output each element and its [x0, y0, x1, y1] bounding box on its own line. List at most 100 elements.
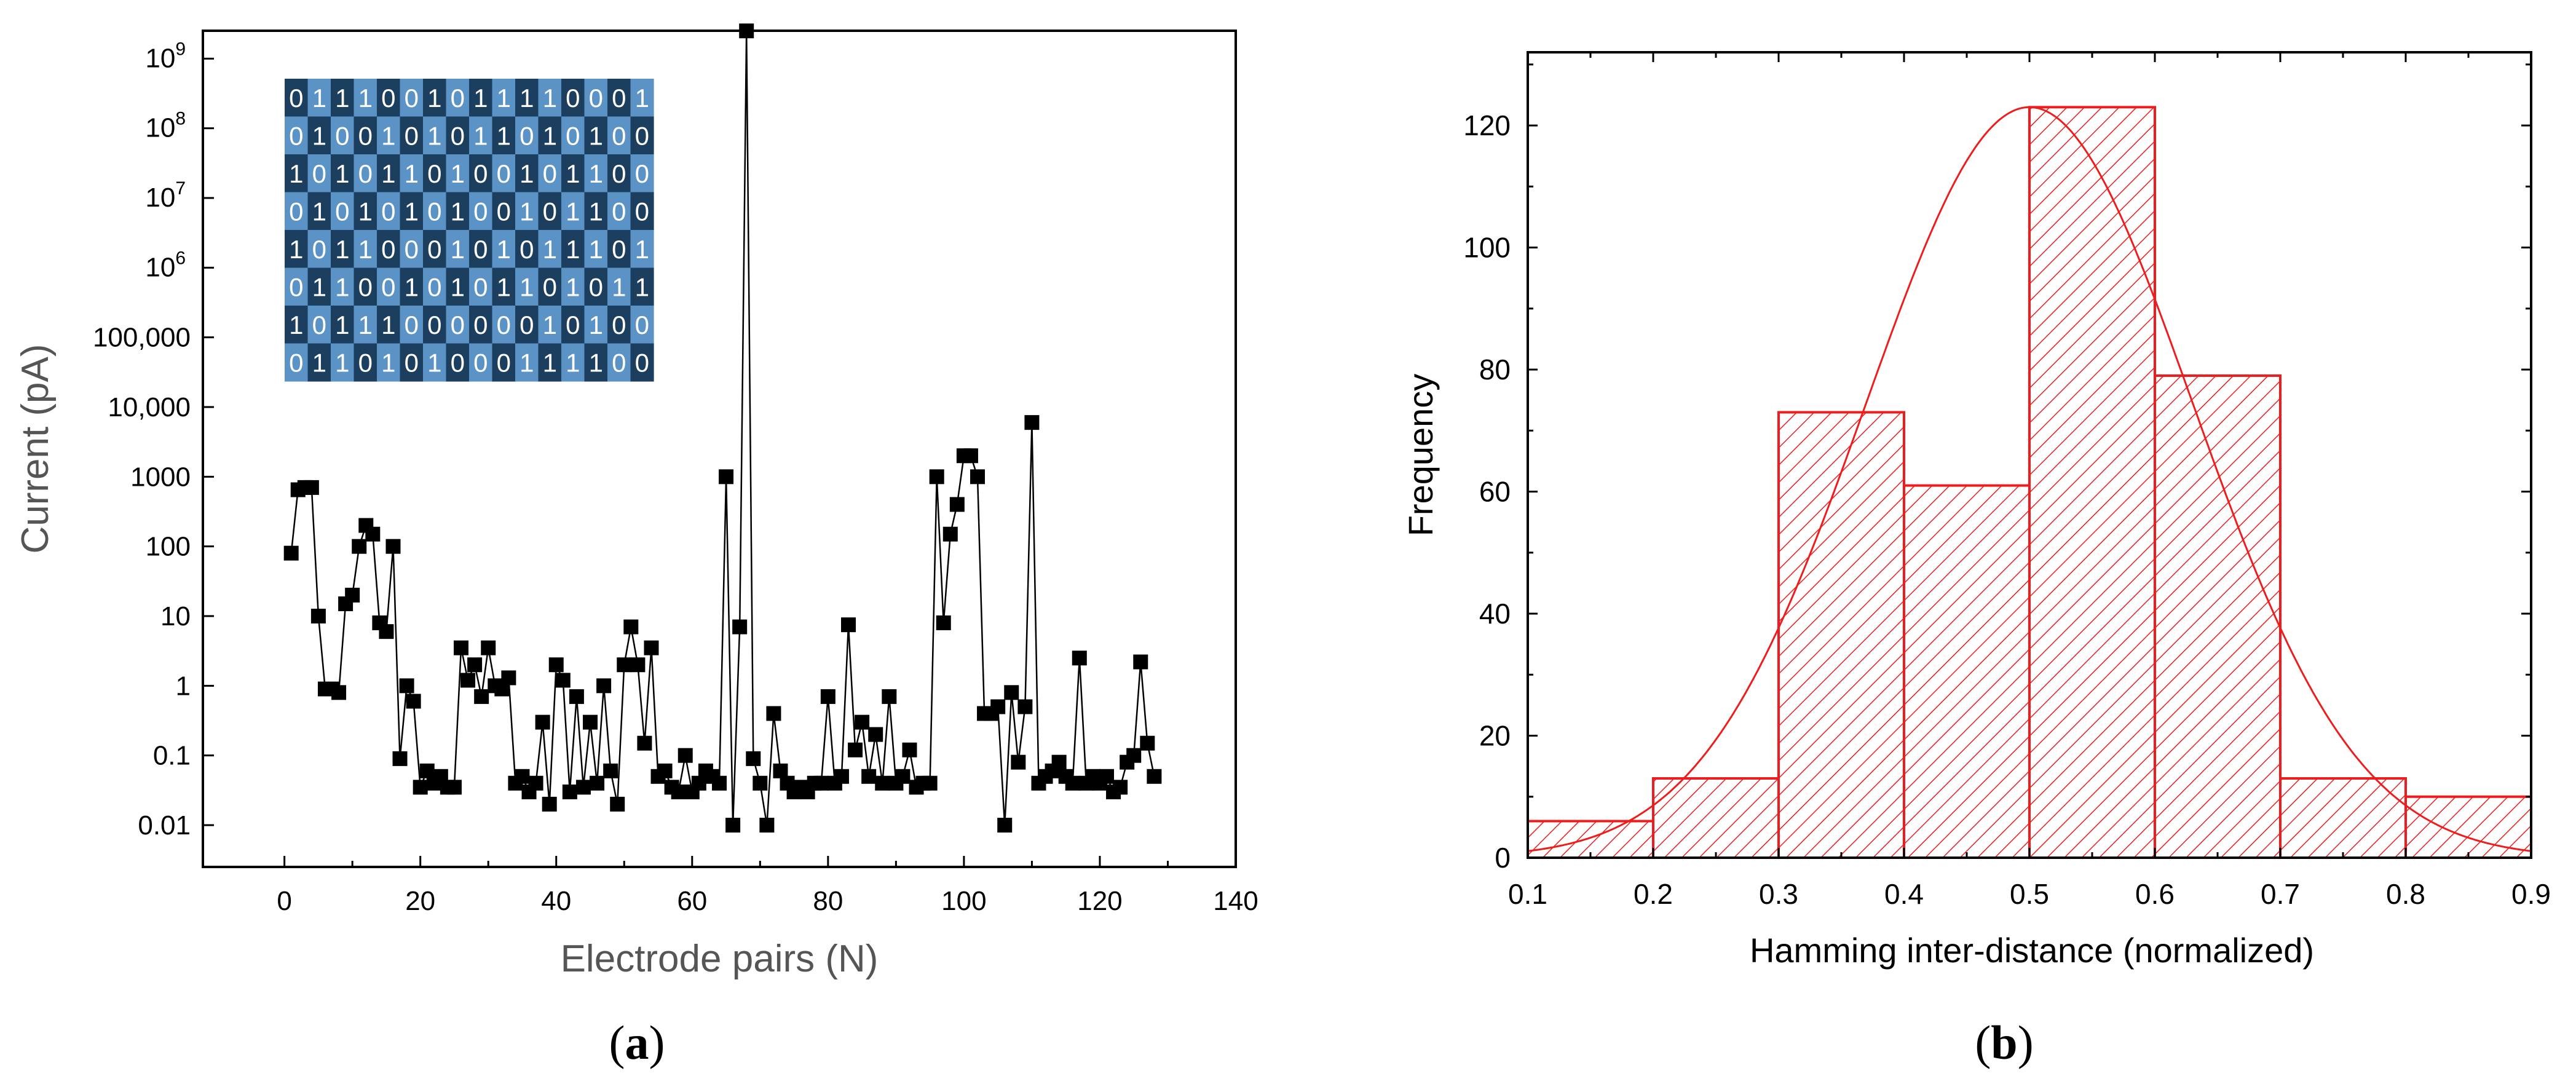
bit-value: 1 [405, 159, 419, 188]
bit-value: 1 [335, 235, 349, 264]
bit-value: 1 [497, 235, 511, 264]
bit-value: 1 [566, 235, 580, 264]
bit-value: 1 [381, 121, 395, 150]
y-tick-label-b: 0 [1495, 842, 1511, 874]
bit-cell [400, 154, 424, 193]
bit-value: 0 [405, 235, 419, 264]
data-point [331, 685, 347, 700]
bit-cell [561, 192, 585, 231]
bit-value: 1 [543, 235, 557, 264]
data-point [855, 714, 870, 730]
bit-value: 0 [289, 121, 303, 150]
bit-value: 1 [405, 197, 419, 226]
bit-value: 0 [289, 272, 303, 301]
y-tick-label-b: 120 [1463, 109, 1511, 141]
bit-cell [515, 267, 539, 306]
data-point [467, 657, 483, 673]
bit-cell [307, 343, 331, 382]
bit-cell [492, 154, 516, 193]
bit-value: 1 [520, 348, 534, 377]
bit-cell [285, 267, 309, 306]
bit-cell [630, 192, 654, 231]
bit-cell [492, 192, 516, 231]
bit-value: 0 [566, 84, 580, 113]
bit-cell [469, 230, 493, 269]
bit-value: 1 [335, 159, 349, 188]
bit-cell [561, 267, 585, 306]
bit-cell [630, 343, 654, 382]
bit-value: 0 [612, 348, 626, 377]
data-point [841, 617, 856, 633]
data-point [942, 526, 958, 542]
y-tick-label-a: 0.01 [138, 810, 191, 841]
bit-value: 0 [381, 84, 395, 113]
x-tick-label-a: 20 [405, 886, 435, 916]
data-point [555, 673, 571, 688]
bit-cell [285, 192, 309, 231]
bit-cell [354, 230, 377, 269]
ticks-a [203, 57, 1237, 867]
bit-cell [584, 230, 608, 269]
data-point [712, 775, 727, 791]
bit-value: 0 [543, 159, 557, 188]
data-point [861, 769, 877, 784]
bit-value: 1 [358, 197, 373, 226]
data-point [902, 742, 917, 758]
data-point [834, 769, 849, 784]
bit-value: 1 [589, 235, 603, 264]
bit-value: 1 [381, 159, 395, 188]
bit-value: 1 [543, 121, 557, 150]
series-points-a [283, 23, 1162, 833]
bit-value: 0 [497, 311, 511, 339]
bit-value: 1 [312, 197, 326, 226]
bit-cell [584, 343, 608, 382]
x-tick-label-b: 0.7 [2261, 878, 2300, 910]
bit-cell [607, 154, 631, 193]
data-point [590, 775, 605, 791]
caption-a: (a) [609, 1016, 665, 1069]
data-point [610, 796, 625, 812]
bit-cell [331, 306, 355, 344]
x-tick-labels-a: 0 20 40 60 80 100 120 140 [277, 886, 1258, 916]
data-point [1126, 748, 1142, 763]
bit-cell [307, 267, 331, 306]
bit-value: 1 [381, 348, 395, 377]
bit-cell [584, 192, 608, 231]
bit-cell [538, 192, 562, 231]
data-point [583, 714, 598, 730]
data-point [746, 751, 761, 766]
bit-value: 1 [312, 272, 326, 301]
bit-value: 0 [473, 159, 488, 188]
histogram-bar [2028, 106, 2156, 859]
data-point [1017, 699, 1033, 714]
x-tick-label-a: 80 [813, 886, 843, 916]
bit-cell [607, 116, 631, 155]
y-tick-label-a: 100 [146, 532, 191, 562]
data-point [922, 775, 938, 791]
bit-cell [331, 230, 355, 269]
data-point [603, 763, 618, 778]
bit-value: 0 [612, 84, 626, 113]
bit-value: 0 [381, 272, 395, 301]
x-tick-label-a: 40 [541, 886, 571, 916]
bit-value: 1 [589, 159, 603, 188]
bit-value: 0 [312, 235, 326, 264]
bit-cell [377, 116, 401, 155]
bit-cell [423, 267, 447, 306]
bit-cell [492, 116, 516, 155]
bit-value: 1 [335, 348, 349, 377]
x-tick-label-b: 0.2 [1634, 878, 1673, 910]
data-point [562, 784, 577, 799]
bit-value: 1 [566, 348, 580, 377]
data-point [732, 619, 748, 635]
bit-value: 1 [358, 84, 373, 113]
bit-value: 0 [451, 121, 465, 150]
plot-frame-a [202, 30, 1237, 868]
bit-cell [285, 154, 309, 193]
bit-value: 1 [427, 84, 441, 113]
data-point [678, 748, 693, 763]
bit-value: 1 [289, 235, 303, 264]
